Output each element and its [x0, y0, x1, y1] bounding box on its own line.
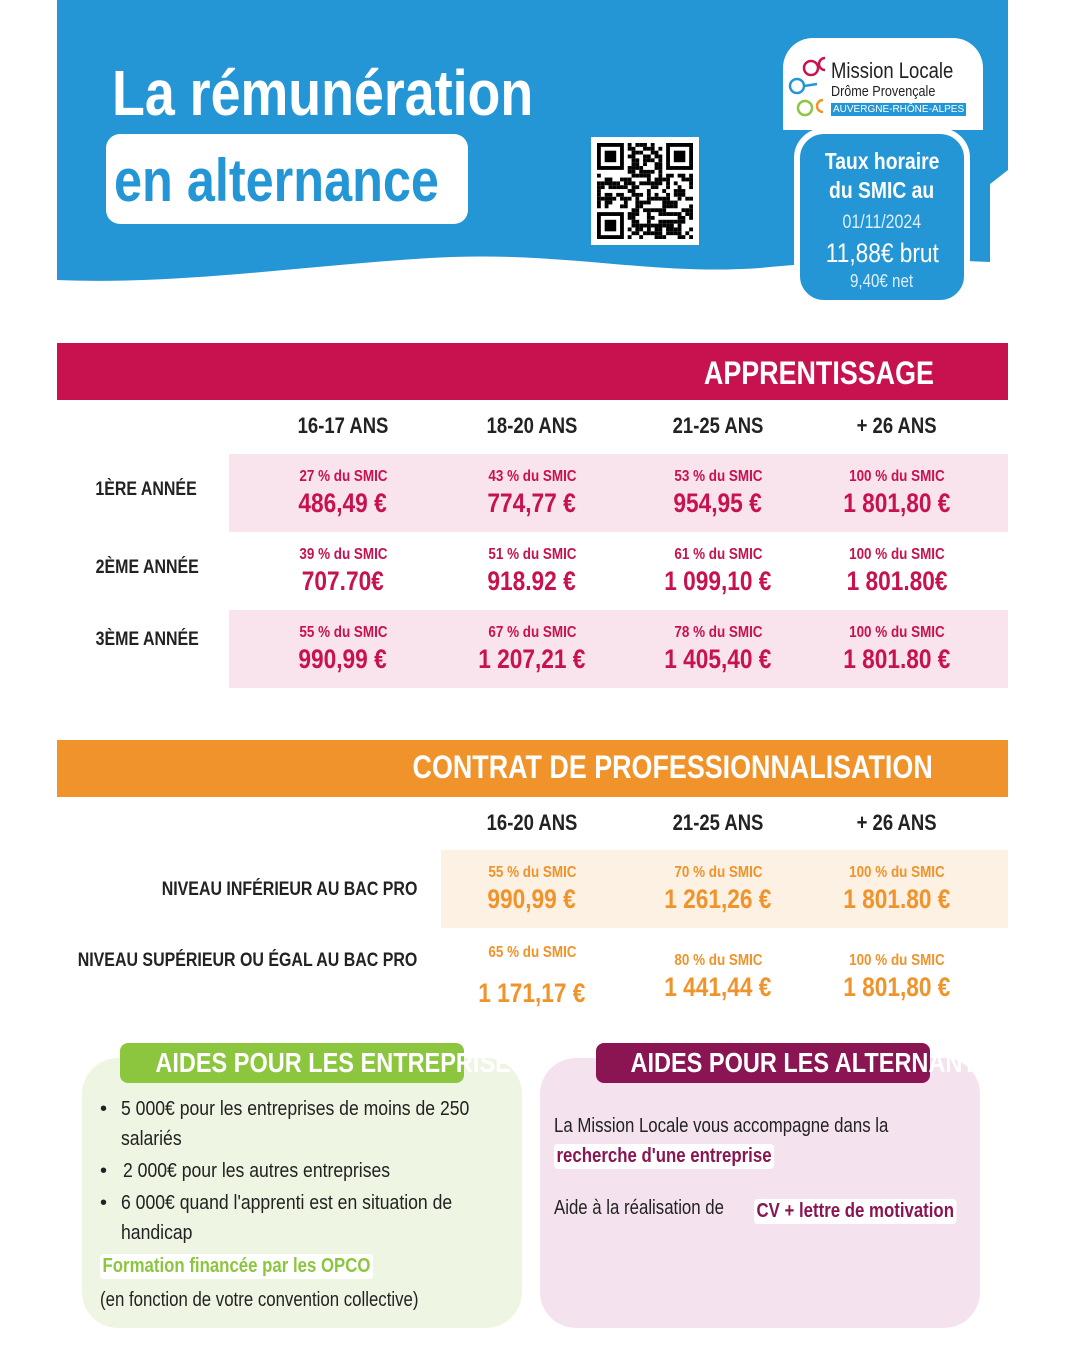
logo-name: Mission Locale [831, 58, 954, 83]
salary-cell: 55 % du SMIC 990,99 € [298, 624, 388, 674]
apprentissage-title: APPRENTISSAGE [704, 355, 935, 391]
salary-cell: 53 % du SMIC 954,95 € [673, 468, 763, 518]
smic-net: 9,40€ net [850, 271, 914, 291]
alternants-p2: Aide à la réalisation de [554, 1197, 724, 1219]
salary-cell: 43 % du SMIC 774,77 € [487, 468, 577, 518]
alternants-p1: La Mission Locale vous accompagne dans l… [554, 1115, 889, 1137]
column-header: 18-20 ANS [486, 413, 578, 438]
salary-cell: 27 % du SMIC 486,49 € [298, 468, 388, 518]
subtitle-box [106, 134, 468, 224]
entreprises-list: • 5 000€ pour les entreprises de moins de… [100, 1094, 520, 1312]
opco-note: (en fonction de votre convention collect… [100, 1289, 419, 1311]
entreprises-box [82, 1058, 522, 1328]
page-title: La rémunération [112, 57, 534, 129]
page-subtitle: en alternance [114, 147, 439, 214]
salary-cell: 100 % du SMIC 1 801.80€ [846, 546, 948, 596]
qr-code-icon [591, 137, 699, 245]
row-background [441, 850, 1008, 928]
row-label: NIVEAU SUPÉRIEUR OU ÉGAL AU BAC PRO [77, 950, 417, 971]
opco-highlight: Formation financée par les OPCO [100, 1254, 373, 1279]
bullet-item: 6 000€ quand l'apprenti est en situation… [120, 1192, 453, 1244]
smic-brut: 11,88€ brut [825, 238, 939, 268]
alternants-title: AIDES POUR LES ALTERNANTS [596, 1043, 992, 1083]
row-label: NIVEAU INFÉRIEUR AU BAC PRO [161, 879, 417, 900]
salary-cell: 100 % du SMIC 1 801,80 € [843, 952, 951, 1002]
salary-cell: 65 % du SMIC 1 171,17 € [478, 944, 586, 1008]
column-header: 21-25 ANS [672, 413, 764, 438]
apprentissage-band: APPRENTISSAGE [57, 343, 1008, 400]
alternants-text: La Mission Locale vous accompagne dans l… [554, 1115, 974, 1224]
salary-cell: 100 % du SMIC 1 801,80 € [843, 468, 951, 518]
logo: Mission Locale Drôme Provençale AUVERGNE… [783, 38, 983, 130]
smic-label: du SMIC au [829, 177, 935, 203]
column-header: 16-20 ANS [486, 810, 578, 835]
salary-cell: 67 % du SMIC 1 207,21 € [478, 624, 586, 674]
smic-date: 01/11/2024 [842, 212, 922, 233]
bullet-item: 2 000€ pour les autres entreprises [123, 1160, 391, 1182]
bullet-item: 5 000€ pour les entreprises de moins de … [120, 1098, 470, 1150]
salary-cell: 70 % du SMIC 1 261,26 € [664, 864, 772, 914]
salary-cell: 51 % du SMIC 918.92 € [487, 546, 577, 596]
alternants-box [540, 1058, 980, 1328]
pro-title: CONTRAT DE PROFESSIONNALISATION [412, 749, 933, 785]
smic-label: Taux horaire [824, 148, 940, 174]
salary-cell: 55 % du SMIC 990,99 € [487, 864, 577, 914]
column-header: 21-25 ANS [672, 810, 764, 835]
salary-cell: 80 % du SMIC 1 441,44 € [664, 952, 772, 1002]
salary-cell: 78 % du SMIC 1 405,40 € [664, 624, 772, 674]
alternants-p2-highlight: CV + lettre de motivation [754, 1199, 957, 1224]
row-label: 3ÈME ANNÉE [95, 629, 199, 650]
column-header: + 26 ANS [857, 413, 937, 438]
mission-locale-logo-icon [788, 56, 826, 117]
logo-tag: AUVERGNE-RHÔNE-ALPES [831, 103, 967, 116]
column-header: 16-17 ANS [297, 413, 389, 438]
salary-cell: 100 % du SMIC 1 801.80 € [843, 864, 951, 914]
column-header: + 26 ANS [857, 810, 937, 835]
alternants-p1-highlight: recherche d'une entreprise [554, 1144, 775, 1169]
logo-region: Drôme Provençale [831, 83, 936, 100]
row-background [229, 454, 1008, 532]
pro-band: CONTRAT DE PROFESSIONNALISATION [57, 740, 1008, 797]
salary-cell: 61 % du SMIC 1 099,10 € [664, 546, 772, 596]
salary-cell: 100 % du SMIC 1 801.80 € [843, 624, 951, 674]
row-background [229, 610, 1008, 688]
row-label: 1ÈRE ANNÉE [95, 479, 197, 500]
smic-rate-box: Taux horaire du SMIC au 01/11/2024 11,88… [794, 128, 970, 306]
row-label: 2ÈME ANNÉE [95, 557, 199, 578]
salary-cell: 39 % du SMIC 707.70€ [298, 546, 388, 596]
entreprises-title: AIDES POUR LES ENTREPRISES [120, 1043, 527, 1083]
